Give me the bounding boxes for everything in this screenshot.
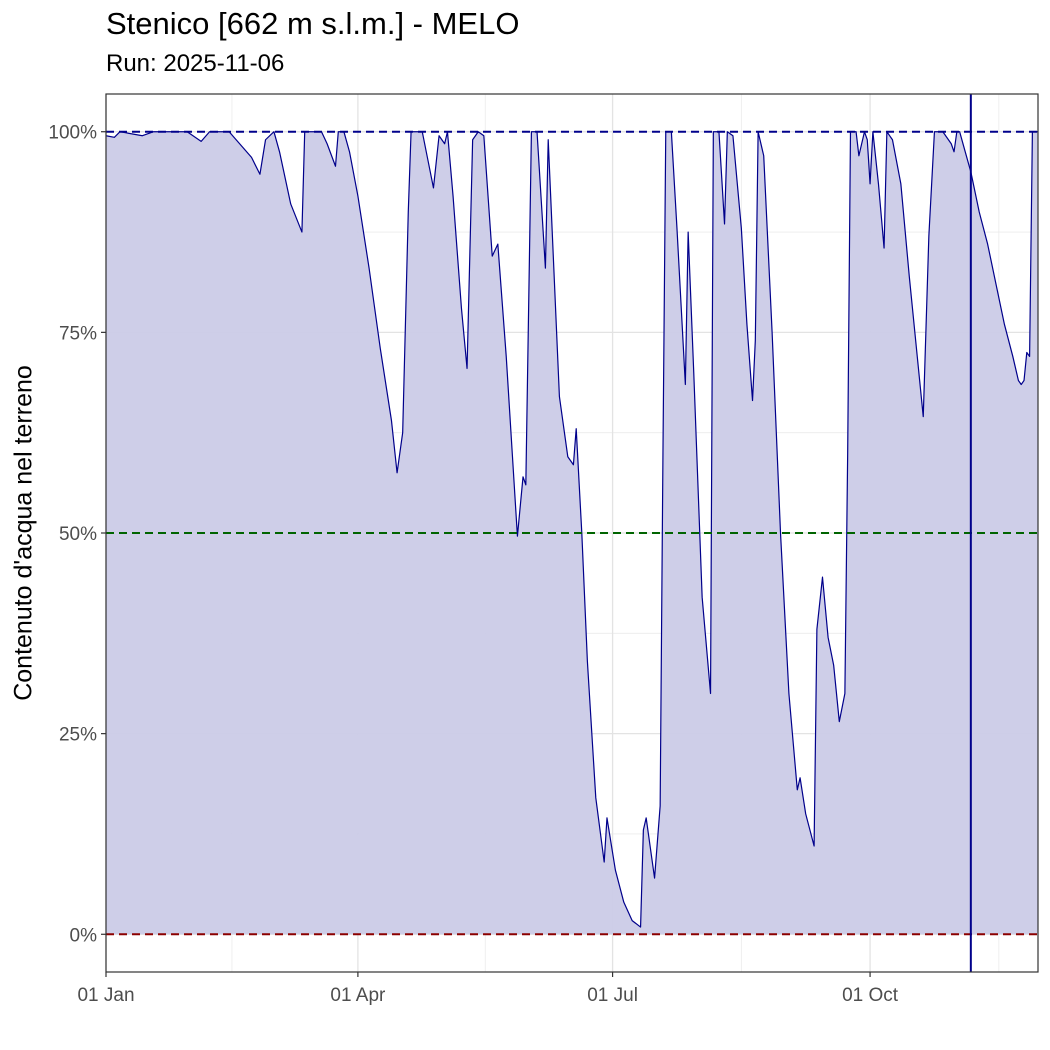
y-tick-label: 100% [48, 123, 97, 144]
series-line [105, 131, 1038, 928]
x-tick-label: 01 Apr [330, 985, 386, 1006]
y-tick-label: 75% [59, 323, 97, 344]
y-tick-label: 25% [59, 725, 97, 746]
x-tick-label: 01 Jan [77, 985, 134, 1006]
x-tick-label: 01 Jul [587, 985, 638, 1006]
y-tick-label: 0% [70, 925, 98, 946]
chart-title: Stenico [662 m s.l.m.] - MELO [106, 6, 520, 41]
series-area [106, 131, 1038, 935]
y-tick-label: 50% [59, 524, 97, 545]
chart-subtitle: Run: 2025-11-06 [106, 50, 285, 77]
x-tick-label: 01 Oct [842, 985, 899, 1006]
